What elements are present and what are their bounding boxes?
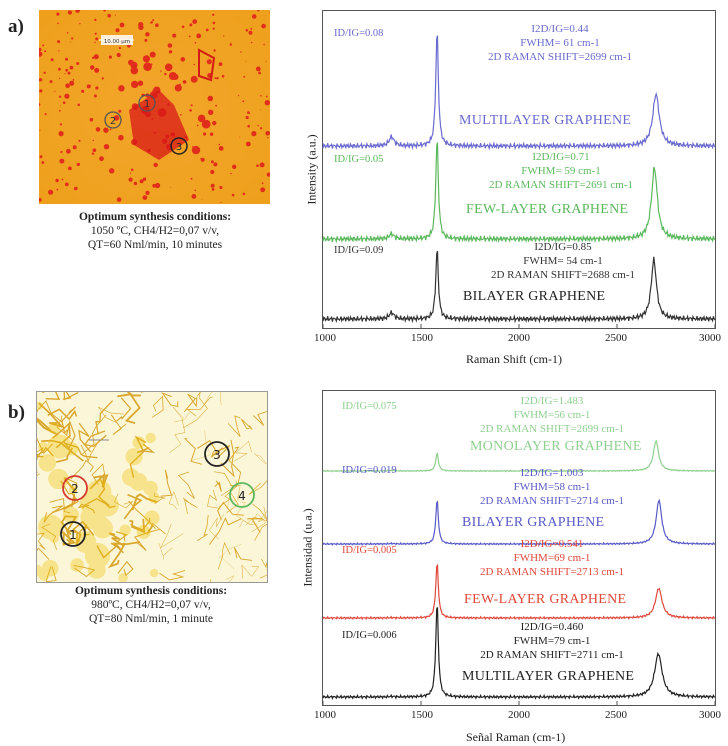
sem-image-b-art: 2 1 3 4 (37, 392, 267, 582)
marker-b-3: 3 (213, 448, 221, 462)
name-a-multilayer: MULTILAYER GRAPHENE (459, 113, 632, 128)
shift-a-fewlayer: 2D RAMAN SHIFT=2691 cm-1 (488, 179, 633, 191)
panel-label-b: b) (8, 402, 25, 423)
annotation-a-bilayer: I2D/IG=0.85 FWHM= 54 cm-1 2D RAMAN SHIFT… (478, 240, 648, 282)
chart-a-xtick: 3000 (699, 332, 721, 344)
name-a-fewlayer: FEW-LAYER GRAPHENE (466, 202, 629, 217)
chart-a-xtick: 2500 (605, 332, 627, 344)
annotation-b-bilayer: I2D/IG=1.003 FWHM=58 cm-1 2D RAMAN SHIFT… (462, 466, 642, 508)
i2d-a-multilayer: I2D/IG=0.44 (531, 23, 589, 35)
i2d-b-fewlayer: I2D/IG=0.541 (520, 538, 584, 550)
shift-b-monolayer: 2D RAMAN SHIFT=2699 cm-1 (479, 423, 624, 435)
i2d-b-monolayer: I2D/IG=1.483 (520, 395, 584, 407)
name-b-monolayer: MONOLAYER GRAPHENE (470, 439, 642, 454)
spectrum-line (322, 250, 716, 324)
caption-b: Optimum synthesis conditions: 980ºC, CH4… (36, 584, 266, 626)
name-b-bilayer: BILAYER GRAPHENE (462, 515, 605, 530)
spectrum-line (322, 498, 716, 546)
chart-a-xtick: 2000 (508, 332, 530, 344)
shift-b-bilayer: 2D RAMAN SHIFT=2714 cm-1 (479, 495, 624, 507)
caption-a: Optimum synthesis conditions: 1050 ºC, C… (44, 210, 266, 252)
fwhm-b-bilayer: FWHM=58 cm-1 (513, 481, 591, 493)
caption-b-line1: 980ºC, CH4/H2=0,07 v/v, (91, 599, 211, 611)
spectrum-line (322, 563, 716, 621)
ratio-a-multilayer: ID/IG=0.08 (334, 28, 384, 39)
marker-b-1: 1 (69, 528, 77, 542)
chart-b (322, 390, 716, 706)
chart-b-xtick: 1500 (411, 709, 433, 721)
chart-a-plot (322, 35, 716, 328)
shift-a-multilayer: 2D RAMAN SHIFT=2699 cm-1 (487, 51, 632, 63)
marker-a-1: 1 (144, 99, 150, 110)
marker-b-4: 4 (238, 489, 246, 503)
sem-image-a-art: 10.00 µm 1 2 3 (39, 10, 270, 204)
ratio-b-monolayer: ID/IG=0.075 (342, 401, 397, 412)
ratio-a-fewlayer: ID/IG=0.05 (334, 154, 384, 165)
caption-b-title: Optimum synthesis conditions: (74, 585, 228, 597)
name-b-fewlayer: FEW-LAYER GRAPHENE (464, 592, 627, 607)
chart-a (322, 10, 716, 329)
chart-b-ylabel: Intensidad (u.a.) (300, 508, 315, 587)
name-a-bilayer: BILAYER GRAPHENE (463, 289, 606, 304)
name-b-multilayer: MULTILAYER GRAPHENE (462, 669, 635, 684)
chart-b-plot (322, 439, 716, 705)
marker-b-2: 2 (71, 482, 79, 496)
ratio-b-bilayer: ID/IG=0.019 (342, 465, 397, 476)
sem-image-a: 10.00 µm 1 2 3 (39, 10, 270, 204)
ratio-a-bilayer: ID/IG=0.09 (334, 245, 384, 256)
shift-b-multilayer: 2D RAMAN SHIFT=2711 cm-1 (480, 649, 624, 661)
panel-label-a: a) (8, 16, 24, 37)
spectrum-line (322, 142, 716, 244)
chart-a-xlabel: Raman Shift (cm-1) (466, 352, 562, 366)
shift-b-fewlayer: 2D RAMAN SHIFT=2713 cm-1 (479, 566, 624, 578)
annotation-b-fewlayer: I2D/IG=0.541 FWHM=69 cm-1 2D RAMAN SHIFT… (462, 537, 642, 579)
caption-a-line1: 1050 ºC, CH4/H2=0,07 v/v, (90, 225, 220, 237)
i2d-b-bilayer: I2D/IG=1.003 (520, 467, 584, 479)
ratio-b-fewlayer: ID/IG=0.005 (342, 545, 397, 556)
fwhm-a-bilayer: FWHM= 54 cm-1 (523, 255, 603, 267)
annotation-b-multilayer: I2D/IG=0.460 FWHM=79 cm-1 2D RAMAN SHIFT… (462, 620, 642, 662)
chart-a-xtick: 1000 (314, 332, 336, 344)
spectrum-line (322, 439, 716, 473)
i2d-b-multilayer: I2D/IG=0.460 (520, 621, 584, 633)
ratio-b-multilayer: ID/IG=0.006 (342, 630, 397, 641)
caption-a-title: Optimum synthesis conditions: (78, 211, 232, 223)
caption-b-line2: QT=80 Nml/min, 1 minute (88, 613, 214, 625)
chart-a-xtick: 1500 (411, 332, 433, 344)
spectrum-line (322, 607, 716, 701)
scale-bar-label: 10.00 µm (104, 39, 130, 45)
chart-a-ylabel: Intensity (a.u.) (304, 134, 319, 205)
fwhm-a-fewlayer: FWHM= 59 cm-1 (521, 165, 601, 177)
fwhm-b-monolayer: FWHM=56 cm-1 (513, 409, 591, 421)
chart-b-xtick: 1000 (314, 709, 336, 721)
sem-image-b: 2 1 3 4 (36, 391, 268, 583)
chart-b-xtick: 2000 (508, 709, 530, 721)
annotation-b-monolayer: I2D/IG=1.483 FWHM=56 cm-1 2D RAMAN SHIFT… (462, 394, 642, 436)
chart-b-xtick: 2500 (605, 709, 627, 721)
fwhm-a-multilayer: FWHM= 61 cm-1 (520, 37, 600, 49)
marker-a-3: 3 (176, 142, 182, 153)
chart-b-xtick: 3000 (699, 709, 721, 721)
fwhm-b-fewlayer: FWHM=69 cm-1 (513, 552, 591, 564)
i2d-a-bilayer: I2D/IG=0.85 (534, 241, 592, 253)
i2d-a-fewlayer: I2D/IG=0.71 (532, 151, 590, 163)
marker-a-2: 2 (110, 116, 116, 127)
fwhm-b-multilayer: FWHM=79 cm-1 (513, 635, 591, 647)
caption-a-line2: QT=60 Nml/min, 10 minutes (87, 239, 223, 251)
annotation-a-multilayer: I2D/IG=0.44 FWHM= 61 cm-1 2D RAMAN SHIFT… (470, 22, 650, 64)
spectrum-line (322, 35, 716, 151)
shift-a-bilayer: 2D RAMAN SHIFT=2688 cm-1 (490, 269, 635, 281)
annotation-a-fewlayer: I2D/IG=0.71 FWHM= 59 cm-1 2D RAMAN SHIFT… (476, 150, 646, 192)
chart-b-xlabel: Señal Raman (cm-1) (466, 730, 566, 744)
